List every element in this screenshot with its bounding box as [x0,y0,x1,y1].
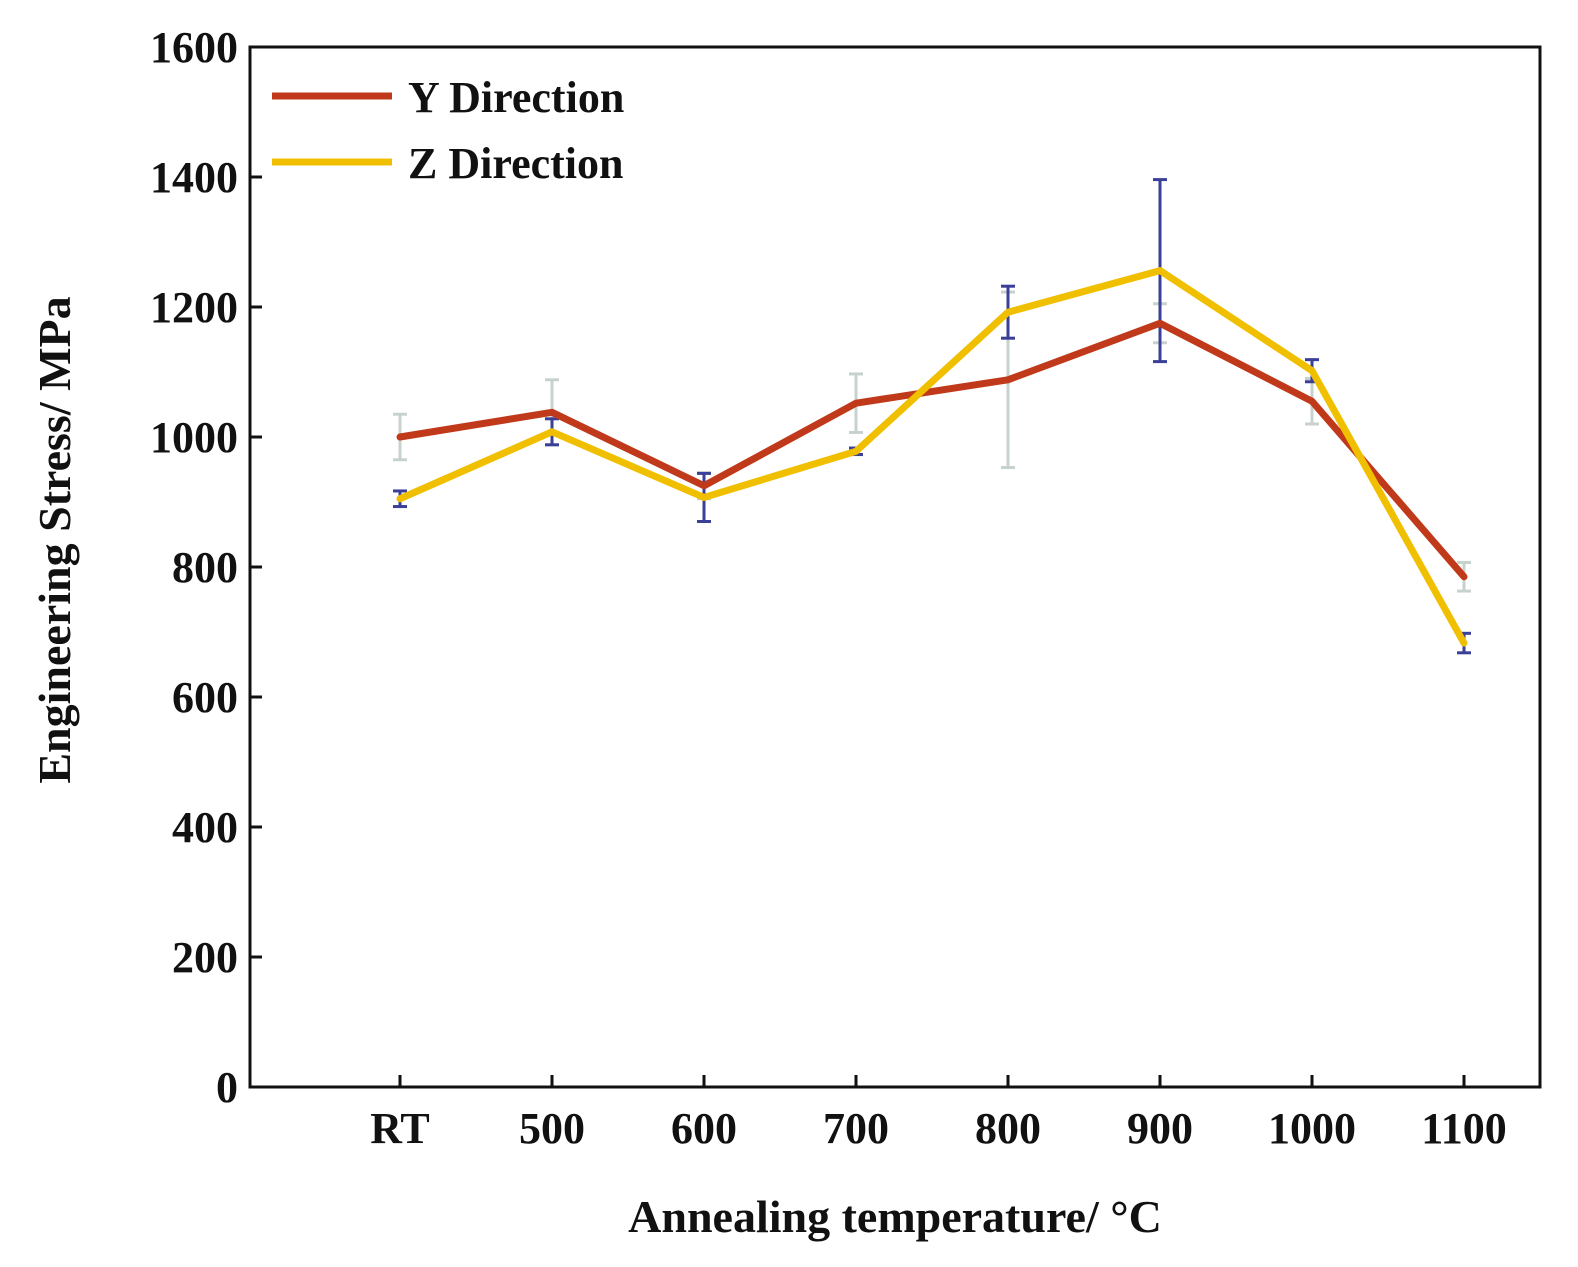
x-tick-label: 500 [519,1104,585,1153]
y-tick-label: 1400 [150,153,238,202]
x-tick-label: 600 [671,1104,737,1153]
y-tick-label: 1200 [150,283,238,332]
x-axis-title: Annealing temperature/ °C [628,1191,1162,1242]
y-tick-label: 400 [172,803,238,852]
x-tick-label: RT [370,1104,430,1153]
y-axis: 0 200 400 600 800 1000 1200 1400 1600 [150,23,262,1112]
y-tick-label: 800 [172,543,238,592]
series-line-z-direction [396,267,1468,647]
y-tick-label: 600 [172,673,238,722]
y-tick-label: 1000 [150,413,238,462]
y-tick-label: 0 [216,1063,238,1112]
x-tick-label: 700 [823,1104,889,1153]
x-tick-label: 1100 [1421,1104,1507,1153]
y-axis-title: Engineering Stress/ MPa [29,296,80,783]
x-tick-label: 1000 [1268,1104,1356,1153]
y-tick-label: 1600 [150,23,238,72]
plot-frame [248,45,1542,1089]
x-tick-label: 900 [1127,1104,1193,1153]
y-tick-label: 200 [172,933,238,982]
legend-label: Y Direction [408,73,624,122]
legend: Y Direction Z Direction [272,73,624,188]
legend-label: Z Direction [408,139,624,188]
series-lines [396,267,1468,647]
series-line-y-direction [396,319,1468,581]
x-tick-label: 800 [975,1104,1041,1153]
x-axis: RT 500 600 700 800 900 1000 1100 [370,1075,1507,1153]
